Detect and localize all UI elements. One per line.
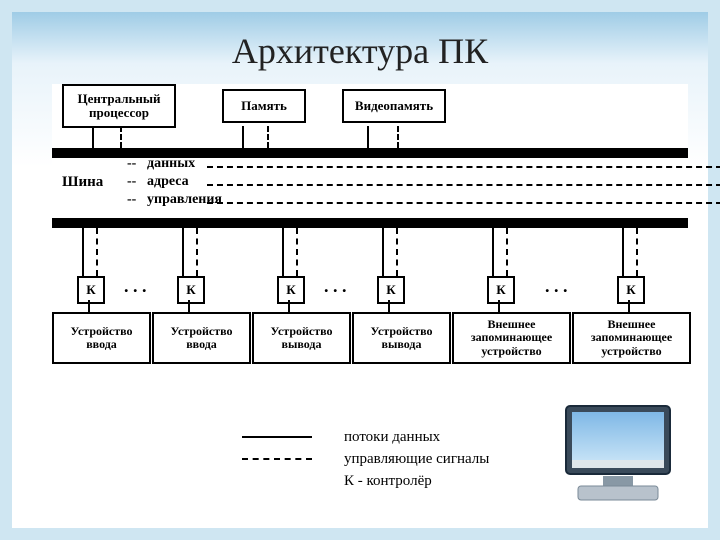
data-connector [92, 126, 94, 148]
device-block: Устройство вывода [252, 312, 351, 364]
bus-sub-label: данных [147, 156, 195, 172]
device-block: Внешнее запоминающее устройство [572, 312, 691, 364]
legend-dash-label: управляющие сигналы [344, 451, 489, 468]
control-connector [296, 228, 298, 276]
control-connector [120, 126, 122, 148]
legend-k-label: К - контролёр [344, 473, 432, 490]
device-block: Внешнее запоминающее устройство [452, 312, 571, 364]
data-connector [188, 300, 190, 312]
controller-box: К [77, 276, 105, 304]
data-connector [498, 300, 500, 312]
device-block: Устройство вывода [352, 312, 451, 364]
bus-bottom-rail [52, 218, 688, 228]
legend-solid-label: потоки данных [344, 429, 440, 446]
data-connector [367, 126, 369, 148]
legend-solid: потоки данных [242, 426, 489, 448]
memory-block: Память [222, 89, 306, 123]
legend: потоки данных управляющие сигналы К - ко… [242, 426, 489, 492]
control-connector [636, 228, 638, 276]
controller-box: К [177, 276, 205, 304]
bus-sub-label: адреса [147, 174, 189, 190]
data-connector [622, 228, 624, 276]
data-connector [182, 228, 184, 276]
controller-box: К [487, 276, 515, 304]
data-connector [288, 300, 290, 312]
ellipsis: . . . [545, 276, 568, 297]
video-memory-block: Видеопамять [342, 89, 446, 123]
bus-sub-prefix: -- [127, 192, 136, 208]
control-connector [196, 228, 198, 276]
controller-box: К [277, 276, 305, 304]
bus-sub-prefix: -- [127, 174, 136, 190]
bus-sub-prefix: -- [127, 156, 136, 172]
control-connector [506, 228, 508, 276]
legend-solid-line [242, 436, 312, 438]
data-connector [382, 228, 384, 276]
legend-dash: управляющие сигналы [242, 448, 489, 470]
device-block: Устройство ввода [52, 312, 151, 364]
controller-box: К [617, 276, 645, 304]
bus-sub-line [207, 202, 720, 204]
control-connector [96, 228, 98, 276]
data-connector [492, 228, 494, 276]
legend-dash-line [242, 458, 312, 460]
data-connector [282, 228, 284, 276]
data-connector [82, 228, 84, 276]
bus-sub-label: управления [147, 192, 222, 208]
bus-sub-line [207, 184, 720, 186]
data-connector [388, 300, 390, 312]
control-connector [396, 228, 398, 276]
bus-sub-line [207, 166, 720, 168]
page-title: Архитектура ПК [12, 30, 708, 72]
cpu-block: Центральный процессор [62, 84, 176, 128]
slide: Архитектура ПК Центральный процессор Пам… [0, 0, 720, 540]
data-connector [628, 300, 630, 312]
controller-box: К [377, 276, 405, 304]
data-connector [88, 300, 90, 312]
control-connector [397, 126, 399, 148]
ellipsis: . . . [324, 276, 347, 297]
control-connector [267, 126, 269, 148]
device-block: Устройство ввода [152, 312, 251, 364]
legend-k: К - контролёр [242, 470, 489, 492]
ellipsis: . . . [124, 276, 147, 297]
bus-name-label: Шина [62, 174, 103, 191]
data-connector [242, 126, 244, 148]
monitor-icon [558, 398, 678, 508]
architecture-diagram: Центральный процессор Память Видеопамять… [52, 84, 688, 364]
